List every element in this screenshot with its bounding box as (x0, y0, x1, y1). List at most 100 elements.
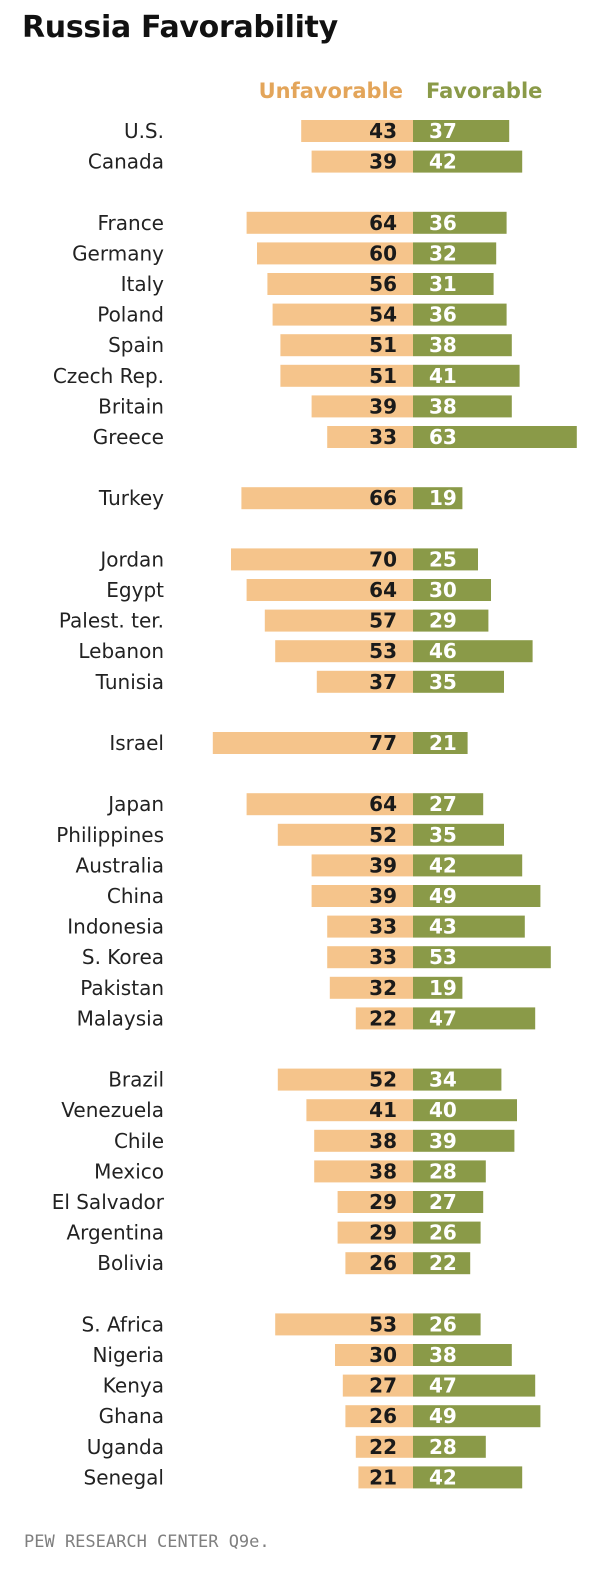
bar-unfavorable (329, 976, 413, 999)
bar-favorable (413, 640, 533, 663)
value-unfavorable: 26 (369, 1404, 397, 1428)
bar-unfavorable (277, 1068, 413, 1091)
bar-unfavorable (246, 579, 413, 601)
country-label: Pakistan (80, 976, 164, 1000)
bar-favorable (413, 1129, 515, 1152)
country-label: Jordan (98, 547, 164, 571)
bar-unfavorable (327, 426, 413, 448)
country-label: China (107, 884, 164, 908)
value-unfavorable: 51 (369, 364, 397, 388)
country-label: Italy (121, 272, 165, 296)
country-label: Indonesia (67, 915, 164, 939)
bar-favorable (413, 946, 551, 969)
bar-unfavorable (316, 670, 413, 693)
value-favorable: 35 (429, 823, 457, 847)
bar-unfavorable (231, 548, 413, 571)
value-favorable: 49 (429, 1404, 457, 1428)
value-unfavorable: 64 (369, 792, 397, 816)
value-favorable: 43 (429, 915, 457, 939)
country-label: Uganda (87, 1435, 164, 1459)
country-label: Malaysia (77, 1006, 164, 1030)
bar-favorable (413, 334, 512, 357)
bar-favorable (413, 1068, 502, 1091)
value-unfavorable: 29 (369, 1221, 397, 1245)
value-unfavorable: 64 (369, 578, 397, 602)
value-favorable: 47 (429, 1374, 457, 1398)
value-unfavorable: 38 (369, 1129, 397, 1153)
country-label: Czech Rep. (53, 364, 164, 388)
bar-favorable (413, 854, 523, 877)
country-label: Lebanon (78, 639, 164, 663)
bar-unfavorable (311, 150, 413, 173)
value-unfavorable: 52 (369, 823, 397, 847)
country-label: El Salvador (52, 1190, 165, 1214)
country-label: Israel (109, 731, 164, 755)
value-unfavorable: 22 (369, 1006, 397, 1030)
bar-favorable (413, 670, 504, 693)
bar-favorable (413, 915, 525, 938)
country-label: Chile (114, 1129, 164, 1153)
country-label: Egypt (106, 578, 164, 602)
bar-favorable (413, 609, 489, 632)
bar-unfavorable (311, 885, 413, 907)
bar-favorable (413, 1160, 486, 1183)
country-label: Australia (76, 853, 164, 877)
value-favorable: 46 (429, 639, 457, 663)
bar-favorable (413, 1099, 517, 1122)
bar-favorable (413, 303, 507, 326)
value-favorable: 42 (429, 1465, 457, 1489)
country-label: Tunisia (95, 670, 164, 694)
bar-favorable (413, 364, 520, 387)
value-unfavorable: 21 (369, 1465, 397, 1489)
bar-unfavorable (337, 1191, 413, 1213)
value-favorable: 39 (429, 1129, 457, 1153)
country-label: S. Korea (82, 945, 164, 969)
value-favorable: 47 (429, 1006, 457, 1030)
value-unfavorable: 26 (369, 1251, 397, 1275)
value-unfavorable: 33 (369, 425, 397, 449)
value-unfavorable: 64 (369, 211, 397, 235)
bar-unfavorable (342, 1374, 413, 1397)
bar-favorable (413, 976, 463, 999)
country-label: Philippines (56, 823, 164, 847)
bar-favorable (413, 1007, 536, 1030)
country-label: France (97, 211, 164, 235)
bar-favorable (413, 1435, 486, 1458)
bar-unfavorable (355, 1435, 413, 1458)
country-label: Brazil (108, 1068, 164, 1092)
value-favorable: 42 (429, 853, 457, 877)
bar-favorable (413, 579, 491, 601)
value-favorable: 30 (429, 578, 457, 602)
value-favorable: 35 (429, 670, 457, 694)
value-favorable: 27 (429, 792, 457, 816)
bar-favorable (413, 1221, 481, 1244)
bar-favorable (413, 1191, 484, 1213)
country-label: Greece (93, 425, 164, 449)
value-unfavorable: 54 (369, 303, 397, 327)
value-unfavorable: 39 (369, 150, 397, 174)
bar-unfavorable (280, 334, 413, 357)
value-favorable: 31 (429, 272, 457, 296)
value-favorable: 49 (429, 884, 457, 908)
value-favorable: 37 (429, 119, 457, 143)
legend-favorable: Favorable (426, 79, 542, 103)
bar-unfavorable (272, 303, 413, 326)
value-favorable: 63 (429, 425, 457, 449)
country-label: S. Africa (82, 1312, 164, 1336)
bar-favorable (413, 150, 523, 173)
value-unfavorable: 29 (369, 1190, 397, 1214)
value-favorable: 42 (429, 150, 457, 174)
value-unfavorable: 39 (369, 853, 397, 877)
bar-unfavorable (314, 1129, 413, 1152)
value-unfavorable: 52 (369, 1068, 397, 1092)
value-unfavorable: 37 (369, 670, 397, 694)
bar-unfavorable (337, 1221, 413, 1244)
country-label: Britain (98, 394, 164, 418)
country-label: Ghana (99, 1404, 164, 1428)
value-unfavorable: 53 (369, 639, 397, 663)
country-label: Japan (106, 792, 164, 816)
bar-unfavorable (277, 823, 413, 846)
value-unfavorable: 39 (369, 884, 397, 908)
value-unfavorable: 70 (369, 547, 397, 571)
value-unfavorable: 38 (369, 1159, 397, 1183)
